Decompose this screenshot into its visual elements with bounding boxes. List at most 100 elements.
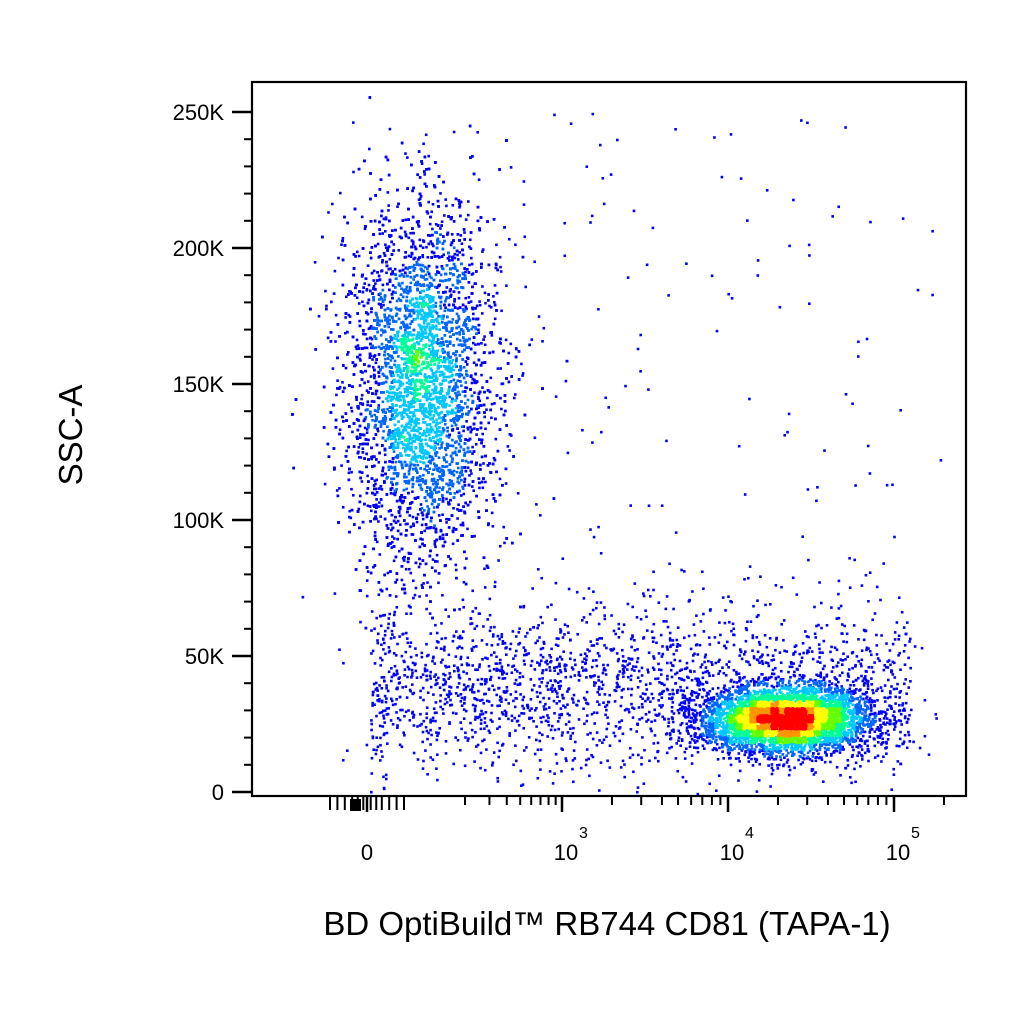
event-dot [437,514,441,517]
event-dot [624,660,627,663]
event-dot [391,723,395,726]
event-dot [359,494,362,498]
event-dot [805,635,809,638]
event-dot [605,703,609,707]
event-dot [880,726,883,729]
event-dot [535,503,538,506]
event-dot [350,409,354,413]
event-dot [810,759,814,763]
event-dot [647,388,650,391]
event-dot [338,428,342,432]
event-dot [491,635,495,638]
event-dot [358,443,362,446]
event-dot [575,590,579,594]
event-dot [476,716,480,720]
event-dot [662,620,665,623]
event-dot [602,738,606,742]
event-dot [485,408,488,411]
event-dot [338,432,341,436]
event-dot [343,244,347,247]
event-dot [440,265,444,268]
event-dot [679,744,682,747]
event-dot [499,695,502,699]
event-dot [881,732,884,735]
event-dot [398,549,401,553]
event-dot [657,668,661,671]
event-dot [601,177,605,180]
event-dot [379,656,382,660]
event-dot [564,379,568,383]
event-dot [640,674,644,677]
event-dot [509,642,513,646]
event-dot [367,283,371,287]
event-dot [427,200,430,204]
event-dot [425,594,428,597]
event-dot [757,779,761,782]
event-dot [423,182,427,186]
event-dot [365,428,369,431]
event-dot [871,688,874,692]
event-dot [338,335,341,338]
event-dot [590,644,594,647]
event-dot [595,744,599,747]
event-dot [501,673,504,676]
event-dot [633,649,637,652]
event-dot [772,672,776,676]
event-dot [441,707,445,711]
event-dot [433,711,437,715]
event-dot [723,690,726,694]
event-dot [690,689,694,693]
event-dot [531,587,534,590]
event-dot [387,617,391,620]
event-dot [373,487,376,491]
event-dot [514,729,517,732]
event-dot [593,684,596,687]
event-dot [466,663,469,667]
event-dot [656,741,660,745]
event-dot [533,709,537,712]
event-dot [528,709,532,712]
event-dot [449,675,452,679]
event-dot [365,743,369,747]
event-dot [804,630,807,633]
event-dot [450,233,454,236]
event-dot [607,700,611,704]
event-dot [679,701,683,705]
event-dot [396,529,400,533]
event-dot [393,537,396,540]
event-dot [450,241,454,244]
event-dot [464,305,468,308]
event-dot [717,672,720,676]
event-dot [589,221,592,224]
event-dot [498,341,501,344]
event-dot [480,455,484,459]
event-dot [839,658,842,661]
event-dot [473,391,476,394]
event-dot [879,710,883,713]
event-dot [395,669,399,672]
event-dot [417,150,421,153]
event-dot [459,748,462,752]
event-dot [591,674,595,678]
event-dot [730,297,734,300]
event-dot [471,589,474,593]
event-dot [415,676,419,679]
event-dot [693,633,697,637]
event-dot [555,658,559,662]
event-dot [437,581,440,585]
event-dot [887,678,890,682]
event-dot [546,688,550,691]
event-dot [373,376,376,380]
event-dot [423,669,427,673]
event-dot [898,703,901,707]
event-dot [374,433,378,436]
event-dot [772,758,776,761]
event-dot [329,340,333,343]
event-dot [361,273,364,277]
event-dot [701,671,705,675]
event-dot [391,540,394,544]
event-dot [621,630,624,634]
event-dot [608,744,612,747]
event-dot [870,683,873,686]
event-dot [519,693,522,696]
